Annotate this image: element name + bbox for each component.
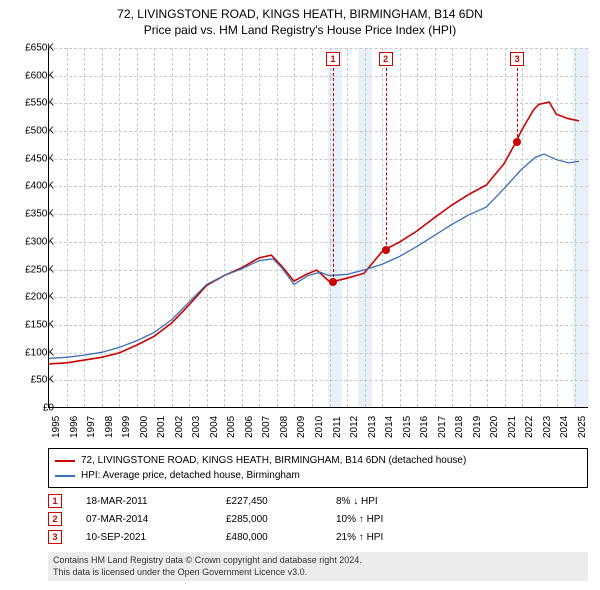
- x-axis-label: 2006: [244, 416, 255, 438]
- chart-svg: [49, 48, 588, 407]
- x-axis-label: 2008: [279, 416, 290, 438]
- chart-container: 72, LIVINGSTONE ROAD, KINGS HEATH, BIRMI…: [0, 0, 600, 590]
- y-axis-label: £150K: [4, 319, 54, 330]
- x-axis-label: 2011: [332, 416, 343, 438]
- sale-row-price: £227,450: [226, 496, 336, 507]
- y-axis-label: £450K: [4, 153, 54, 164]
- x-axis-label: 2014: [384, 416, 395, 438]
- x-axis-label: 2024: [559, 416, 570, 438]
- sale-row-badge: 3: [48, 530, 62, 544]
- sale-row-diff: 8% ↓ HPI: [336, 496, 446, 507]
- title-line1: 72, LIVINGSTONE ROAD, KINGS HEATH, BIRMI…: [0, 6, 600, 22]
- sale-row-date: 07-MAR-2014: [86, 514, 226, 525]
- footer-line1: Contains HM Land Registry data © Crown c…: [53, 555, 583, 567]
- x-axis-label: 1995: [51, 416, 62, 438]
- x-axis-label: 2020: [489, 416, 500, 438]
- y-axis-label: £200K: [4, 292, 54, 303]
- x-axis-label: 2000: [139, 416, 150, 438]
- sale-row-badge: 1: [48, 494, 62, 508]
- sale-row-badge: 2: [48, 512, 62, 526]
- x-axis-label: 2025: [577, 416, 588, 438]
- sale-marker-badge: 1: [326, 52, 340, 66]
- title-line2: Price paid vs. HM Land Registry's House …: [0, 22, 600, 38]
- sale-row-price: £480,000: [226, 532, 336, 543]
- x-axis-label: 2017: [437, 416, 448, 438]
- x-axis-label: 2010: [314, 416, 325, 438]
- sale-marker-line: [386, 68, 387, 250]
- series-line-property: [49, 102, 579, 364]
- x-axis-label: 2001: [156, 416, 167, 438]
- sales-table: 1 18-MAR-2011£227,4508% ↓ HPI 2 07-MAR-2014…: [48, 492, 446, 546]
- chart-area: 1 2 3: [48, 48, 588, 408]
- sale-marker-dot: [513, 138, 521, 146]
- y-axis-label: £600K: [4, 70, 54, 81]
- x-axis-label: 2002: [174, 416, 185, 438]
- y-axis-label: £0: [4, 403, 54, 414]
- y-axis-label: £650K: [4, 43, 54, 54]
- footer-line2: This data is licensed under the Open Gov…: [53, 567, 583, 579]
- sale-marker-dot: [382, 246, 390, 254]
- y-axis-label: £550K: [4, 98, 54, 109]
- x-axis-label: 2007: [261, 416, 272, 438]
- sale-row-date: 18-MAR-2011: [86, 496, 226, 507]
- x-axis-label: 2018: [454, 416, 465, 438]
- sale-row-diff: 21% ↑ HPI: [336, 532, 446, 543]
- legend-swatch-hpi: [55, 475, 75, 477]
- sale-row-date: 10-SEP-2021: [86, 532, 226, 543]
- sale-marker-line: [517, 68, 518, 142]
- legend-label-hpi: HPI: Average price, detached house, Birm…: [81, 468, 300, 483]
- x-axis-label: 2016: [419, 416, 430, 438]
- x-axis-label: 2012: [349, 416, 360, 438]
- sale-row: 3 10-SEP-2021£480,00021% ↑ HPI: [48, 528, 446, 546]
- sale-row: 1 18-MAR-2011£227,4508% ↓ HPI: [48, 492, 446, 510]
- x-axis-label: 2005: [226, 416, 237, 438]
- x-axis-label: 2015: [402, 416, 413, 438]
- legend-label-property: 72, LIVINGSTONE ROAD, KINGS HEATH, BIRMI…: [81, 453, 466, 468]
- title-block: 72, LIVINGSTONE ROAD, KINGS HEATH, BIRMI…: [0, 0, 600, 38]
- y-axis-label: £300K: [4, 236, 54, 247]
- x-axis-label: 2023: [542, 416, 553, 438]
- sale-marker-badge: 2: [379, 52, 393, 66]
- y-axis-label: £400K: [4, 181, 54, 192]
- y-axis-label: £350K: [4, 209, 54, 220]
- x-axis-label: 1998: [104, 416, 115, 438]
- sale-marker-dot: [329, 278, 337, 286]
- sale-row: 2 07-MAR-2014£285,00010% ↑ HPI: [48, 510, 446, 528]
- legend-row: 72, LIVINGSTONE ROAD, KINGS HEATH, BIRMI…: [55, 453, 581, 468]
- sale-row-diff: 10% ↑ HPI: [336, 514, 446, 525]
- x-axis-label: 2022: [524, 416, 535, 438]
- x-axis-label: 2004: [209, 416, 220, 438]
- x-axis-label: 1996: [69, 416, 80, 438]
- x-axis-label: 2003: [191, 416, 202, 438]
- x-axis-label: 1997: [86, 416, 97, 438]
- legend-row: HPI: Average price, detached house, Birm…: [55, 468, 581, 483]
- legend: 72, LIVINGSTONE ROAD, KINGS HEATH, BIRMI…: [48, 448, 588, 488]
- y-axis-label: £500K: [4, 126, 54, 137]
- x-axis-label: 2013: [367, 416, 378, 438]
- sale-marker-badge: 3: [510, 52, 524, 66]
- sale-marker-line: [333, 68, 334, 282]
- series-line-hpi: [49, 154, 579, 358]
- y-axis-label: £50K: [4, 375, 54, 386]
- footer: Contains HM Land Registry data © Crown c…: [48, 552, 588, 581]
- y-axis-label: £250K: [4, 264, 54, 275]
- legend-swatch-property: [55, 460, 75, 462]
- y-axis-label: £100K: [4, 347, 54, 358]
- x-axis-label: 2009: [296, 416, 307, 438]
- sale-row-price: £285,000: [226, 514, 336, 525]
- x-axis-label: 1999: [121, 416, 132, 438]
- x-axis-label: 2021: [507, 416, 518, 438]
- x-axis-label: 2019: [472, 416, 483, 438]
